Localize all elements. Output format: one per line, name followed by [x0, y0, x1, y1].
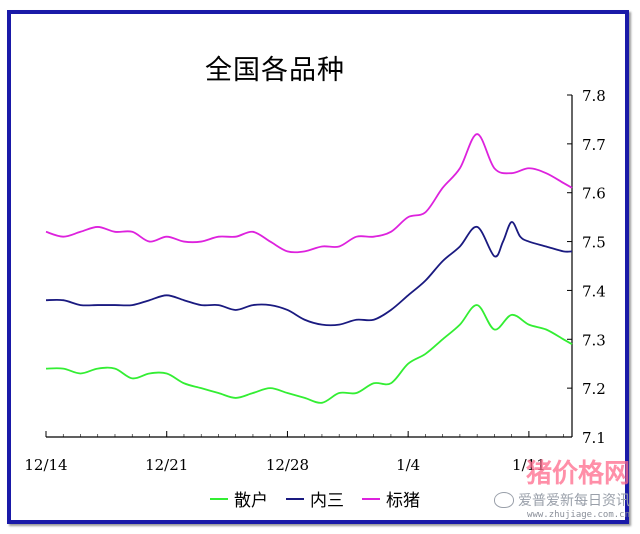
legend-swatch	[286, 497, 304, 500]
y-tick-label: 7.6	[582, 185, 606, 203]
legend-item: 内三	[286, 486, 344, 511]
chart-axes	[45, 94, 573, 438]
x-tick-label: 12/28	[266, 456, 309, 474]
legend-label: 内三	[310, 491, 344, 511]
series-line	[45, 221, 573, 327]
watermark-account-line: 爱普爱新每日资讯	[494, 490, 630, 510]
legend-item: 标猪	[362, 486, 420, 511]
legend-swatch	[362, 497, 380, 500]
x-tick-label: 1/11	[512, 456, 546, 474]
legend-label: 散户	[234, 491, 268, 511]
watermark-url: www.zhujiage.com.cn	[527, 510, 630, 520]
legend-label: 标猪	[386, 491, 420, 511]
watermark-brand: 猪价格网	[525, 459, 630, 489]
chart-series	[45, 133, 573, 404]
wechat-icon	[494, 492, 514, 508]
y-tick-label: 7.1	[582, 429, 606, 447]
x-tick-label: 1/4	[396, 456, 420, 474]
y-tick-label: 7.8	[582, 87, 606, 105]
y-tick-label: 7.7	[582, 136, 606, 154]
series-line	[45, 304, 573, 404]
y-tick-label: 7.5	[582, 234, 606, 252]
chart-tick-labels: 7.1 7.2 7.3 7.4 7.5 7.6 7.7 7.8 12/14 12/21 12/28 1…	[24, 87, 605, 474]
legend-item: 散户	[210, 486, 268, 511]
chart-legend: 散户 内三 标猪	[210, 486, 420, 511]
legend-swatch	[210, 497, 228, 500]
y-tick-label: 7.3	[582, 331, 606, 349]
y-tick-label: 7.4	[582, 282, 606, 300]
y-tick-label: 7.2	[582, 380, 606, 398]
x-tick-label: 12/14	[24, 456, 67, 474]
watermark: 猪价格网 爱普爱新每日资讯 www.zhujiage.com.cn	[494, 453, 630, 520]
chart-frame	[7, 10, 629, 524]
x-tick-label: 12/21	[145, 456, 188, 474]
series-line	[45, 133, 573, 254]
chart-title: 全国各品种	[205, 55, 345, 86]
watermark-account: 爱普爱新每日资讯	[518, 493, 630, 509]
